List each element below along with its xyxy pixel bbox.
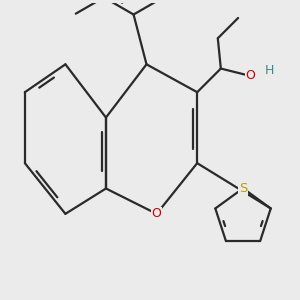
Text: H: H bbox=[265, 64, 274, 76]
Text: O: O bbox=[152, 207, 162, 220]
Text: S: S bbox=[239, 182, 247, 195]
Text: O: O bbox=[246, 69, 255, 82]
